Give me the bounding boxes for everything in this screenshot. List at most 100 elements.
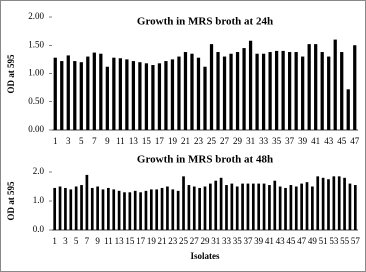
bar — [203, 186, 207, 230]
bar — [273, 180, 277, 230]
bar — [190, 53, 194, 130]
bar — [176, 190, 180, 230]
x-tick-label: 13 — [115, 236, 125, 246]
bar — [242, 48, 246, 131]
x-tick-label: 11 — [104, 236, 113, 246]
bar — [346, 89, 350, 130]
bar — [151, 65, 155, 130]
bar — [261, 53, 266, 130]
bar — [209, 183, 212, 230]
bar — [301, 56, 305, 130]
bar — [314, 44, 318, 131]
bar — [300, 183, 303, 230]
bar — [79, 62, 83, 131]
y-tick-label: 2.0 — [33, 166, 45, 176]
x-tick-label: 29 — [201, 236, 211, 246]
bar — [118, 58, 122, 131]
x-tick-label: 15 — [142, 136, 152, 146]
bar — [333, 39, 337, 130]
x-tick-label: 43 — [324, 136, 334, 146]
bar — [321, 177, 325, 230]
y-tick-label: 2.00 — [28, 11, 44, 21]
x-tick-label: 23 — [168, 236, 178, 246]
bar — [138, 62, 142, 131]
x-tick-label: 33 — [222, 236, 232, 246]
x-tick-label: 5 — [74, 236, 79, 246]
bar — [128, 192, 132, 230]
bar — [268, 185, 271, 230]
bar — [337, 176, 341, 230]
bar — [105, 66, 109, 130]
bar — [53, 57, 57, 130]
bar — [155, 189, 159, 230]
bar — [251, 183, 255, 230]
bar — [203, 66, 207, 130]
x-tick-label: 49 — [308, 236, 318, 246]
bar — [60, 61, 64, 130]
x-tick-label: 33 — [259, 136, 269, 146]
x-tick-label: 27 — [220, 136, 230, 146]
bar — [177, 56, 181, 130]
bar — [149, 189, 153, 230]
bar — [96, 186, 99, 230]
bar — [144, 190, 148, 230]
bar — [66, 55, 70, 130]
bar — [257, 183, 261, 230]
x-axis-label: Isolates — [191, 251, 220, 261]
bar — [241, 183, 244, 230]
bar — [139, 192, 142, 230]
bar — [353, 185, 357, 230]
bar — [117, 190, 121, 230]
x-tick-label: 25 — [207, 136, 217, 146]
bar — [170, 59, 175, 130]
bar — [262, 183, 266, 230]
bar — [64, 187, 67, 230]
y-tick-label: 1.50 — [28, 39, 44, 49]
x-tick-label: 35 — [233, 236, 243, 246]
bar — [332, 176, 336, 230]
x-tick-label: 3 — [66, 136, 71, 146]
bar — [73, 61, 77, 130]
bar — [144, 63, 149, 130]
x-tick-label: 35 — [272, 136, 282, 146]
bar — [230, 183, 234, 230]
bar — [101, 189, 105, 230]
bar — [214, 180, 218, 230]
bar — [157, 63, 162, 130]
x-tick-label: 51 — [319, 236, 328, 246]
x-tick-label: 37 — [285, 136, 295, 146]
x-tick-label: 21 — [158, 236, 167, 246]
x-tick-label: 29 — [233, 136, 243, 146]
chart-title: Growth in MRS broth at 48h — [137, 154, 273, 166]
bar — [288, 52, 292, 130]
x-tick-label: 7 — [85, 236, 90, 246]
bar — [107, 187, 110, 230]
bar — [219, 177, 223, 230]
y-tick-label: 0.50 — [28, 96, 44, 106]
bar — [58, 186, 62, 230]
bar — [80, 185, 83, 230]
bar — [182, 176, 185, 230]
bar — [125, 59, 129, 130]
x-tick-label: 3 — [63, 236, 68, 246]
x-tick-label: 41 — [265, 236, 274, 246]
x-tick-label: 9 — [95, 236, 100, 246]
x-tick-label: 1 — [53, 136, 58, 146]
bar — [294, 52, 298, 130]
bar — [222, 56, 227, 130]
bar — [278, 186, 282, 230]
x-tick-label: 17 — [155, 136, 165, 146]
bar — [294, 186, 298, 230]
bar — [85, 174, 89, 230]
bar — [131, 61, 136, 130]
bar — [268, 52, 272, 130]
x-tick-label: 23 — [194, 136, 204, 146]
bar — [160, 187, 164, 230]
bar — [209, 44, 214, 131]
x-tick-label: 45 — [337, 136, 347, 146]
bar — [74, 186, 78, 230]
bar — [289, 185, 293, 230]
bar — [99, 53, 103, 130]
x-tick-label: 47 — [350, 136, 360, 146]
